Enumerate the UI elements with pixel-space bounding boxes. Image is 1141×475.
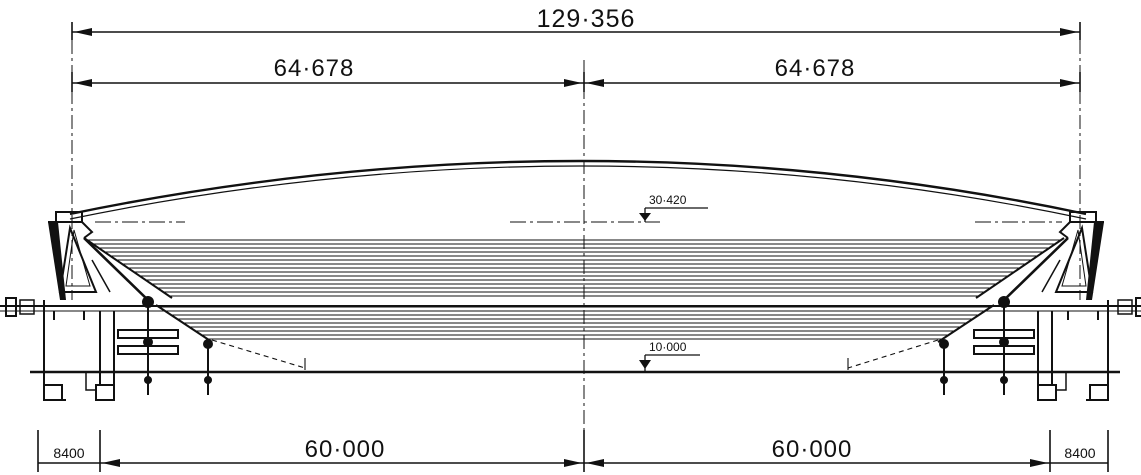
right-bay-label: 60·000	[772, 436, 853, 463]
right-support-frame	[939, 211, 1141, 401]
overall-span-label: 129·356	[537, 5, 636, 33]
floor-line	[0, 305, 1141, 374]
bottom-dimension-line	[37, 430, 1109, 472]
roof-arch	[69, 159, 1087, 220]
left-bay-label: 60·000	[305, 436, 386, 463]
half-span-dimension-line	[71, 72, 1081, 92]
lower-seating-tier	[155, 304, 995, 370]
left-edge-label: 8400	[53, 445, 84, 461]
upper-level-label: 30·420	[649, 193, 687, 207]
left-half-span-label: 64·678	[274, 55, 355, 82]
centrelines	[71, 40, 1081, 465]
left-support-frame	[5, 211, 213, 401]
upper-level-marker	[639, 207, 708, 222]
lower-level-label: 10·000	[649, 340, 687, 354]
overall-dimension-line	[71, 22, 1081, 40]
right-edge-label: 8400	[1064, 445, 1095, 461]
right-half-span-label: 64·678	[775, 55, 856, 82]
upper-seating-tier	[83, 237, 1065, 299]
lower-level-marker	[639, 354, 700, 372]
